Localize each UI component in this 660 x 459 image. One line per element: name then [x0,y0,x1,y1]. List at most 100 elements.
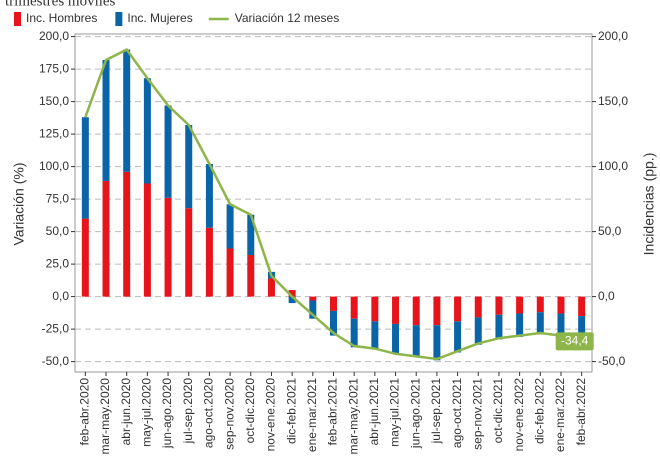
y-tick-label: 25,0 [46,256,70,270]
bar [330,296,337,311]
bar [516,313,524,337]
bar [143,78,151,184]
chart-title: trimestres móviles [5,0,116,9]
bar [288,290,296,297]
bar [164,197,172,297]
x-tick-label: jun-ago.2020 [160,378,174,449]
bar [205,164,213,228]
bar [185,208,193,297]
bar [454,321,462,353]
bar [433,296,441,326]
bar [495,314,503,340]
bar [350,318,358,348]
x-tick-label: feb-abr.2022 [574,378,588,446]
bar [267,278,275,297]
bar [578,296,586,317]
bar [143,183,151,297]
x-tick-label: sep-nov.2021 [470,378,484,450]
x-tick-label: sep-nov.2020 [222,378,236,450]
bar [557,313,565,336]
line [84,48,582,361]
legend-label: Inc. Hombres [26,11,97,25]
x-tick-label: mar-may.2021 [346,378,360,455]
x-tick-label: ago-oct.2021 [450,378,464,448]
y2-tick-label: -50,0 [598,354,626,368]
y2-tick-label: 100,0 [598,159,628,173]
bar [185,125,193,209]
bar [102,180,110,297]
x-tick-label: feb-abr.2020 [78,378,92,446]
y-tick-label: -25,0 [42,321,70,335]
x-tick-label: abr-jun.2021 [367,378,381,446]
bar [578,316,586,341]
bar [557,296,565,314]
x-tick-label: ene-mar.2022 [553,378,567,452]
x-tick-label: dic-feb.2022 [532,378,546,444]
y-axis-label: Variación (%) [11,163,27,246]
y-tick-label: 75,0 [46,191,70,205]
x-tick-label: jul-sep.2020 [181,378,195,445]
x-tick-label: ene-mar.2021 [305,378,319,452]
legend-swatch [115,12,123,26]
y-tick-label: 100,0 [39,159,69,173]
x-tick-label: may-jul.2020 [140,378,154,447]
x-tick-label: feb-abr.2021 [326,378,340,446]
bar [247,255,255,297]
value-label: -34,4 [561,333,589,347]
y-tick-label: 50,0 [46,224,70,238]
x-tick-label: dic-feb.2021 [284,378,298,444]
bar [309,300,317,319]
bar [330,310,337,336]
x-tick-label: mar-may.2020 [98,378,112,455]
bar [123,49,131,172]
bar [226,204,234,249]
y-tick-label: 200,0 [39,29,69,43]
bar [81,117,89,219]
bar [454,296,462,322]
y2-tick-label: 200,0 [598,29,628,43]
value-label-box [555,332,594,351]
bar [247,214,255,255]
x-tick-label: may-jul.2021 [388,378,402,447]
y-tick-label: -50,0 [42,354,70,368]
bar [495,296,503,315]
x-tick-label: jun-ago.2021 [408,378,422,449]
y-tick-label: 150,0 [39,94,69,108]
x-tick-label: ago-oct.2020 [202,378,216,448]
x-tick-label: nov-ene.2020 [264,378,278,452]
bar [350,296,358,319]
bar [392,296,400,324]
x-tick-label: oct-dic.2020 [243,378,257,444]
bar [412,325,420,357]
y-tick-label: 175,0 [39,61,69,75]
bar [123,171,131,297]
bar [81,218,89,297]
x-tick-label: abr-jun.2020 [119,378,133,446]
bar [474,317,482,345]
x-tick-label: oct-dic.2021 [491,378,505,444]
bar [288,296,296,304]
y2-tick-label: 50,0 [598,224,622,238]
bar [392,323,400,354]
bar [226,248,234,297]
y2-tick-label: 0,0 [598,289,615,303]
y-tick-label: 125,0 [39,126,69,140]
legend-label: Variación 12 meses [235,11,340,25]
bar [371,296,379,322]
legend-label: Inc. Mujeres [127,11,192,25]
bar [516,296,524,314]
y-tick-label: 0,0 [52,289,69,303]
bar [536,312,544,335]
bar [205,227,213,297]
y2-axis-label: Incidencias (pp.) [641,153,657,256]
bar [371,321,379,349]
bar [474,296,482,318]
legend-swatch [14,12,21,26]
x-tick-label: nov-ene.2022 [512,378,526,452]
bar [412,296,420,326]
bar [309,296,317,301]
bar [433,325,441,361]
bar [536,296,544,313]
y2-tick-label: 150,0 [598,94,628,108]
